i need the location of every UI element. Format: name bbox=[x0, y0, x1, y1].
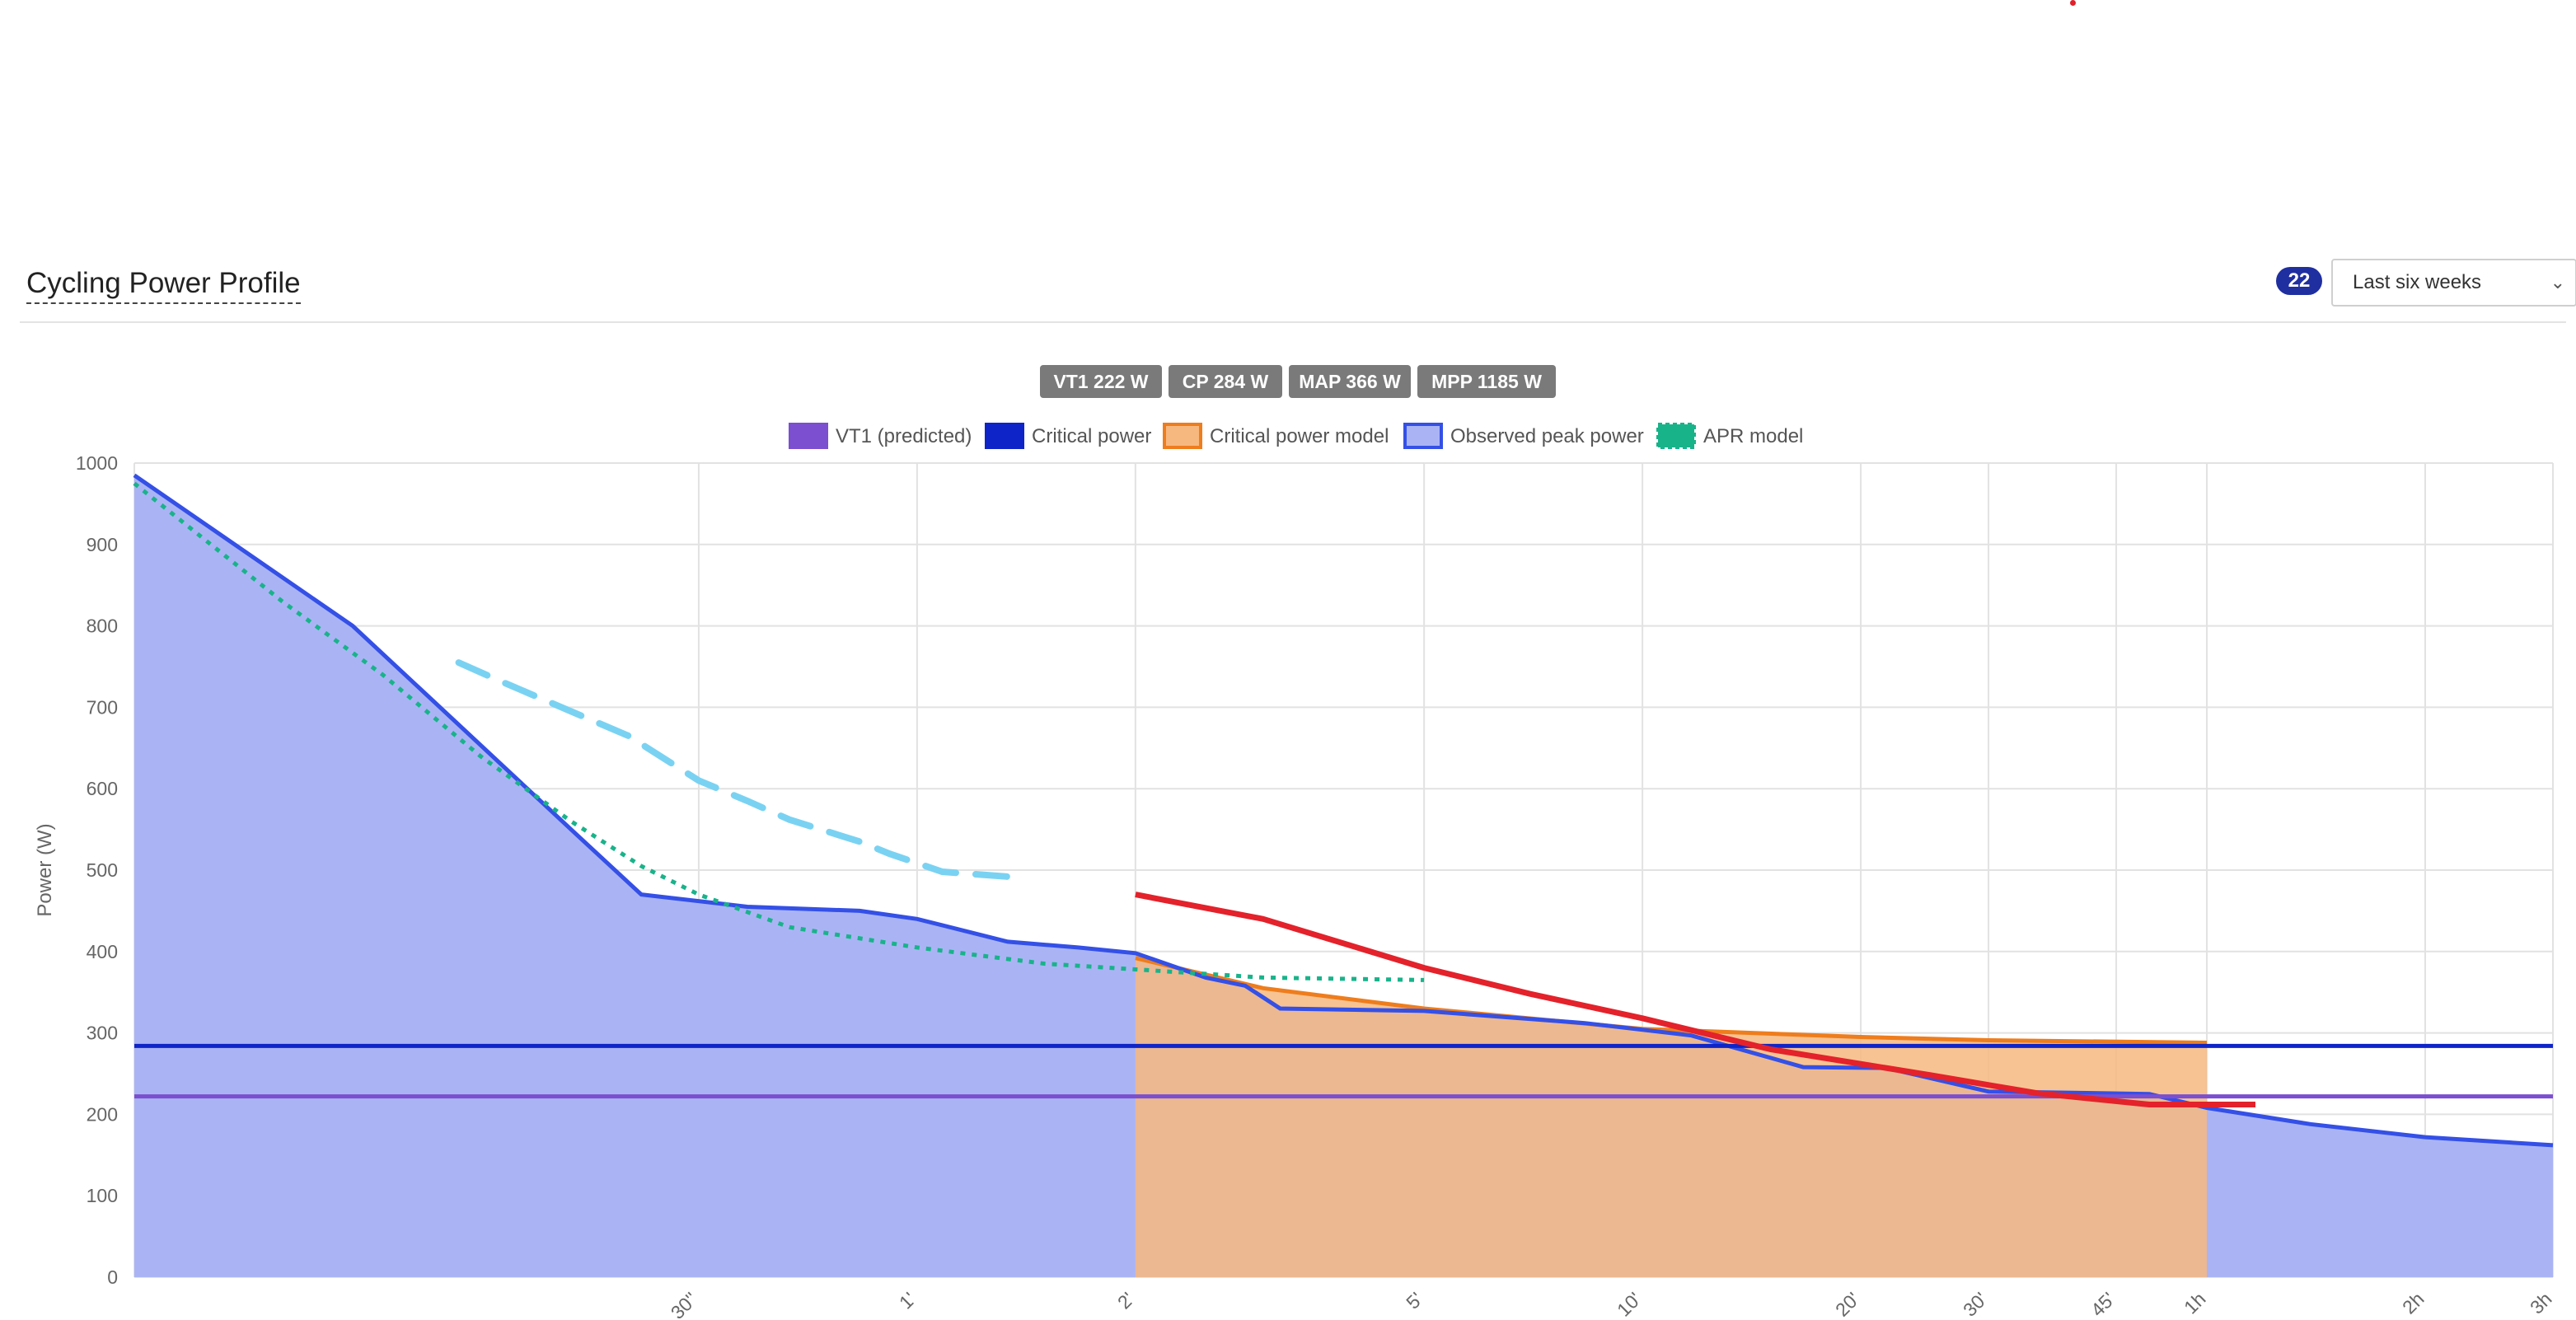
legend-label: Observed peak power bbox=[1450, 425, 1644, 447]
light-dashed-series bbox=[455, 659, 1011, 880]
summary-badge: VT1 222 W bbox=[1040, 365, 1162, 398]
y-tick-label: 600 bbox=[87, 778, 118, 799]
apr-model-line bbox=[133, 481, 1425, 982]
count-badge: 22 bbox=[2276, 267, 2322, 295]
summary-badge: MAP 366 W bbox=[1289, 365, 1411, 398]
summary-badge-bg bbox=[1169, 365, 1282, 398]
legend-item: APR model bbox=[1656, 423, 1803, 449]
summary-badge: MPP 1185 W bbox=[1417, 365, 1556, 398]
legend-swatch bbox=[1656, 423, 1696, 449]
legend-label: APR model bbox=[1703, 425, 1803, 447]
y-tick-label: 400 bbox=[87, 941, 118, 962]
y-tick-label: 1000 bbox=[76, 452, 118, 474]
summary-badge-bg bbox=[1040, 365, 1162, 398]
status-dot bbox=[2070, 0, 2076, 6]
summary-badge-bg bbox=[1417, 365, 1556, 398]
x-tick-label: 10' bbox=[1613, 1288, 1646, 1320]
y-axis-label: Power (W) bbox=[34, 823, 56, 916]
legend-item: VT1 (predicted) bbox=[789, 423, 972, 449]
legend-label: VT1 (predicted) bbox=[836, 425, 972, 447]
summary-badge: CP 284 W bbox=[1169, 365, 1282, 398]
page-title[interactable]: Cycling Power Profile bbox=[26, 265, 301, 304]
legend-label: Critical power model bbox=[1210, 425, 1389, 447]
y-tick-label: 900 bbox=[87, 534, 118, 555]
x-tick-label: 30' bbox=[1959, 1288, 1992, 1320]
summary-badge-label: CP 284 W bbox=[1183, 371, 1269, 392]
summary-badge-label: VT1 222 W bbox=[1053, 371, 1148, 392]
legend-swatch bbox=[1163, 423, 1202, 449]
y-tick-label: 800 bbox=[87, 616, 118, 637]
x-tick-label: 3h bbox=[2526, 1288, 2555, 1318]
x-tick-label: 1' bbox=[895, 1288, 920, 1313]
y-tick-label: 0 bbox=[107, 1266, 118, 1288]
legend-label: Critical power bbox=[1032, 425, 1151, 447]
legend-swatch bbox=[1403, 423, 1443, 449]
legend-swatch bbox=[985, 423, 1024, 449]
x-tick-label: 20' bbox=[1831, 1288, 1864, 1320]
chevron-down-icon: ⌄ bbox=[2550, 272, 2565, 293]
y-tick-label: 500 bbox=[87, 859, 118, 881]
y-tick-label: 200 bbox=[87, 1103, 118, 1125]
legend-swatch bbox=[789, 423, 828, 449]
x-tick-label: 45' bbox=[2087, 1288, 2119, 1320]
summary-badge-label: MAP 366 W bbox=[1299, 371, 1401, 392]
red-series-line bbox=[1135, 892, 2255, 1107]
critical-power-model-area bbox=[1135, 957, 2208, 1277]
x-tick-label: 2' bbox=[1113, 1288, 1139, 1313]
range-select[interactable]: Last six weeks ⌄ bbox=[2331, 259, 2576, 307]
y-tick-label: 100 bbox=[87, 1185, 118, 1206]
x-tick-label: 2h bbox=[2398, 1288, 2428, 1318]
x-tick-label: 5' bbox=[1402, 1288, 1427, 1313]
x-tick-label: 30'' bbox=[667, 1288, 702, 1320]
panel-header: Cycling Power Profile 22 Last six weeks … bbox=[20, 259, 2576, 323]
legend-item: Critical power model bbox=[1163, 423, 1389, 449]
summary-badge-label: MPP 1185 W bbox=[1431, 371, 1542, 392]
summary-badge-bg bbox=[1289, 365, 1411, 398]
y-tick-label: 300 bbox=[87, 1023, 118, 1044]
legend-item: Critical power bbox=[985, 423, 1151, 449]
y-tick-label: 700 bbox=[87, 696, 118, 718]
range-select-value: Last six weeks bbox=[2353, 271, 2482, 293]
observed-peak-power-area bbox=[134, 475, 2553, 1277]
legend-item: Observed peak power bbox=[1403, 423, 1644, 449]
x-tick-label: 1h bbox=[2180, 1288, 2209, 1318]
